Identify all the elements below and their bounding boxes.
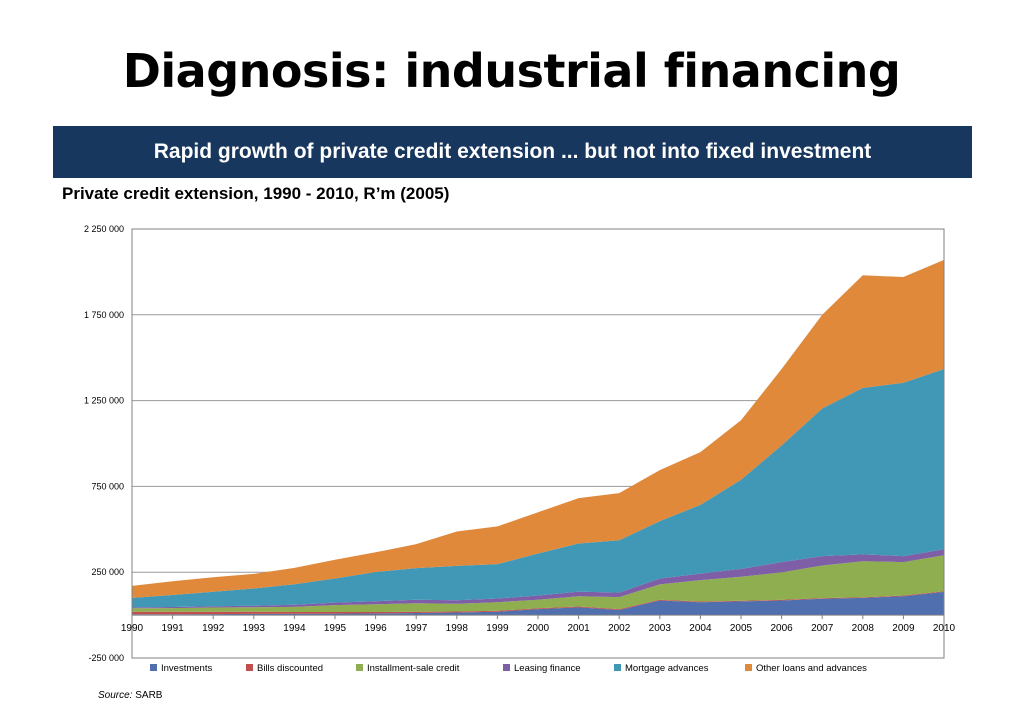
legend-swatch	[614, 664, 621, 671]
x-tick-label: 2005	[730, 623, 753, 634]
x-tick-label: 2002	[608, 623, 631, 634]
x-tick-label: 1998	[446, 623, 469, 634]
area-series	[132, 555, 944, 612]
x-tick-label: 1995	[324, 623, 347, 634]
y-tick-label: 250 000	[91, 567, 124, 577]
x-tick-label: 1993	[243, 623, 266, 634]
x-tick-label: 1991	[161, 623, 184, 634]
legend-label: Bills discounted	[257, 663, 323, 674]
x-tick-label: 2003	[649, 623, 672, 634]
y-tick-label: 1 750 000	[84, 310, 124, 320]
legend-swatch	[356, 664, 363, 671]
legend-item: Other loans and advances	[745, 663, 867, 674]
legend-item: Installment-sale credit	[356, 663, 460, 674]
legend-label: Installment-sale credit	[367, 663, 460, 674]
legend-swatch	[503, 664, 510, 671]
legend-swatch	[745, 664, 752, 671]
area-series	[132, 591, 944, 616]
x-tick-label: 2007	[811, 623, 834, 634]
legend-label: Leasing finance	[514, 663, 581, 674]
area-series	[132, 369, 944, 608]
legend-item: Investments	[150, 663, 212, 674]
legend-item: Mortgage advances	[614, 663, 709, 674]
legend-label: Other loans and advances	[756, 663, 867, 674]
x-tick-label: 2000	[527, 623, 550, 634]
x-tick-label: 2006	[770, 623, 793, 634]
area-series	[132, 549, 944, 609]
legend-label: Mortgage advances	[625, 663, 709, 674]
y-tick-label: -250 000	[88, 653, 124, 663]
x-tick-label: 2009	[892, 623, 915, 634]
source-label: Source:	[98, 690, 133, 701]
x-tick-label: 2004	[689, 623, 712, 634]
x-tick-label: 1999	[486, 623, 509, 634]
banner-text: Rapid growth of private credit extension…	[153, 140, 872, 163]
y-tick-label: 2 250 000	[84, 224, 124, 234]
x-tick-label: 2008	[852, 623, 875, 634]
source-note: Source: SARB	[98, 690, 162, 701]
legend-swatch	[246, 664, 253, 671]
headline-banner: Rapid growth of private credit extension…	[53, 126, 972, 178]
legend-item: Bills discounted	[246, 663, 323, 674]
legend-item: Leasing finance	[503, 663, 581, 674]
x-tick-label: 1992	[202, 623, 225, 634]
x-tick-label: 1997	[405, 623, 428, 634]
chart-title: Private credit extension, 1990 - 2010, R…	[62, 184, 450, 203]
legend-label: Investments	[161, 663, 212, 674]
x-tick-label: 1994	[283, 623, 306, 634]
source-value: SARB	[135, 690, 163, 701]
slide-title: Diagnosis: industrial financing	[122, 44, 901, 98]
plot-frame	[131, 228, 945, 659]
x-tick-label: 1996	[364, 623, 387, 634]
x-tick-label: 2001	[567, 623, 590, 634]
area-series	[132, 259, 944, 598]
y-tick-label: 1 250 000	[84, 396, 124, 406]
area-series	[132, 591, 944, 615]
legend-swatch	[150, 664, 157, 671]
y-tick-label: 750 000	[91, 481, 124, 491]
